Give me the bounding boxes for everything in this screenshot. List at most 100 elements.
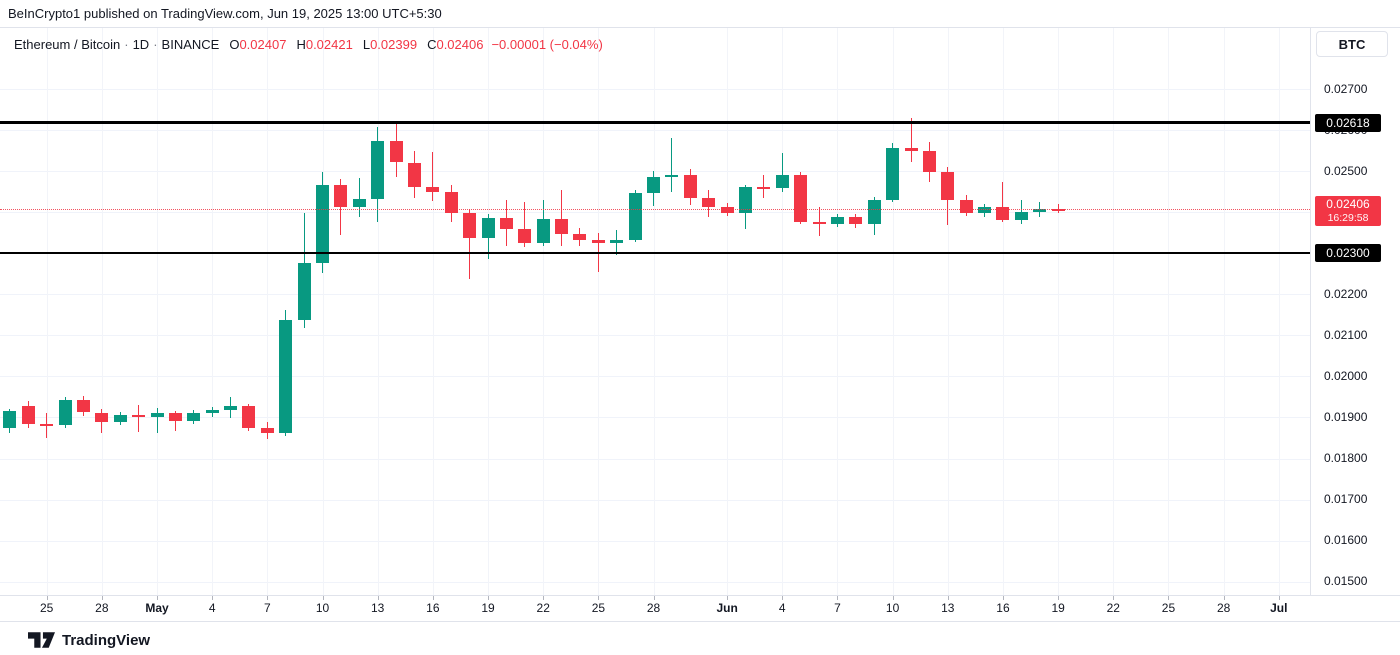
candle: [1033, 209, 1047, 212]
candle-wick: [561, 190, 563, 246]
candle: [316, 185, 330, 264]
time-tick-mark: [837, 596, 839, 600]
time-gridline: [101, 28, 103, 595]
candle: [867, 199, 881, 225]
tradingview-logo-icon: [28, 631, 55, 648]
attribution-bar: BeInCrypto1 published on TradingView.com…: [0, 0, 1400, 28]
time-tick-label: Jun: [716, 601, 738, 615]
candle: [591, 239, 605, 243]
candle: [95, 412, 109, 422]
candle-wick: [174, 410, 176, 432]
currency-unit-button[interactable]: BTC: [1316, 31, 1388, 57]
candle: [922, 151, 936, 172]
time-tick-mark: [782, 596, 784, 600]
candle: [941, 171, 955, 200]
price-tick-label: 0.02500: [1324, 163, 1368, 178]
candle: [352, 199, 366, 207]
candle: [1051, 209, 1065, 212]
time-tick-mark: [432, 596, 434, 600]
time-gridline: [892, 28, 894, 595]
time-tick-label: 25: [39, 601, 54, 615]
time-tick-label: 19: [1051, 601, 1065, 615]
price-tick-label: 0.02200: [1324, 286, 1368, 301]
candle: [463, 213, 477, 239]
candle: [205, 410, 219, 413]
price-tick-label: 0.01700: [1324, 492, 1368, 507]
candle-wick: [818, 206, 820, 236]
time-tick-label: 4: [208, 601, 216, 615]
time-tick-label: 7: [834, 601, 841, 615]
candle: [297, 263, 311, 321]
candle: [3, 410, 17, 428]
price-gridline: [0, 335, 1310, 337]
exchange-label[interactable]: BINANCE: [161, 37, 220, 52]
time-tick-mark: [543, 596, 545, 600]
time-gridline: [377, 28, 379, 595]
time-gridline: [1223, 28, 1225, 595]
candle: [536, 219, 550, 244]
candle: [113, 415, 127, 422]
candle: [959, 199, 973, 213]
interval-label[interactable]: 1D: [132, 37, 150, 52]
bar-countdown: 16:29:58: [1327, 211, 1369, 224]
time-tick-mark: [377, 596, 379, 600]
time-gridline: [157, 28, 159, 595]
price-gridline: [0, 212, 1310, 214]
current-price-line: [0, 208, 1310, 210]
time-gridline: [46, 28, 48, 595]
symbol-title[interactable]: Ethereum / Bitcoin: [14, 37, 121, 52]
candle: [334, 185, 348, 207]
low-value: 0.02399: [370, 37, 418, 52]
low-label: L: [362, 37, 371, 52]
time-gridline: [837, 28, 839, 595]
price-gridline: [0, 89, 1310, 90]
time-axis[interactable]: 25 28 May 4 7 10 13 16 19 22 25 28 Jun 4 7 10 13 16 19 22 25…: [0, 595, 1400, 622]
time-gridline: [543, 28, 545, 595]
candle-wick: [781, 153, 783, 192]
price-axis[interactable]: 0.027000.026000.025000.024000.023000.022…: [1310, 28, 1400, 595]
time-gridline: [1278, 28, 1280, 595]
candle-wick: [469, 209, 471, 279]
price-tick-label: 0.01500: [1324, 574, 1368, 589]
time-tick-label: 10: [885, 601, 900, 615]
time-tick-label: 28: [1216, 601, 1231, 615]
candle: [757, 186, 771, 189]
candle-wick: [1002, 182, 1004, 223]
time-gridline: [432, 28, 434, 595]
time-tick-mark: [46, 596, 48, 600]
time-tick-label: May: [145, 601, 169, 615]
price-gridline: [0, 417, 1310, 419]
time-tick-label: Jul: [1270, 601, 1288, 615]
time-tick-mark: [1113, 596, 1115, 600]
time-tick-mark: [101, 596, 103, 600]
candle: [628, 192, 642, 240]
candle-wick: [1057, 203, 1059, 213]
price-gridline: [0, 540, 1310, 542]
tradingview-logo[interactable]: TradingView: [28, 629, 150, 651]
tradingview-logo-text: TradingView: [62, 631, 151, 649]
candle: [279, 320, 293, 434]
high-value: 0.02421: [305, 37, 353, 52]
price-tick-label: 0.01600: [1324, 533, 1368, 548]
candle: [665, 174, 679, 178]
candle: [444, 191, 458, 214]
candle: [58, 399, 72, 426]
level-price-label: 0.02300: [1315, 244, 1381, 263]
candle: [830, 217, 844, 224]
candle: [40, 424, 54, 427]
candle: [187, 412, 201, 421]
candle: [132, 415, 146, 418]
candle-wick: [138, 405, 140, 432]
current-price-value: 0.02406: [1326, 196, 1370, 211]
time-tick-label: 19: [481, 601, 495, 615]
candle: [371, 140, 385, 200]
candle-wick: [358, 178, 360, 218]
time-tick-label: 4: [778, 601, 786, 615]
candle: [499, 218, 513, 230]
time-tick-mark: [157, 596, 159, 600]
candle: [407, 162, 421, 188]
open-label: O: [229, 37, 240, 52]
price-gridline: [0, 458, 1310, 460]
